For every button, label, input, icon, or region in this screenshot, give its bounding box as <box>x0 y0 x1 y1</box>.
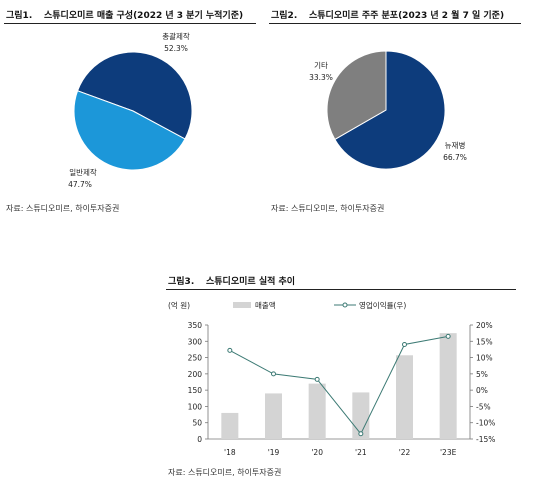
fig1-title-text: 스튜디오미르 매출 구성(2022 년 3 분기 누적기준) <box>44 11 244 21</box>
fig3-x-tick-label: '22 <box>399 448 411 457</box>
fig3-left-tick-label: 100 <box>188 402 203 411</box>
fig2-source: 자료: 스튜디오미르, 하이투자증권 <box>271 204 385 213</box>
fig3-left-tick-label: 250 <box>188 354 203 363</box>
fig1-source: 자료: 스튜디오미르, 하이투자증권 <box>6 204 120 213</box>
fig3-x-tick-label: '21 <box>355 448 367 457</box>
fig3-legend-line-marker <box>342 302 348 308</box>
fig3-x-tick-label: '20 <box>311 448 323 457</box>
fig3-margin-point-22 <box>402 342 407 348</box>
fig3-title-text: 스튜디오미르 실적 추이 <box>206 277 296 287</box>
fig3-right-tick-label: -10% <box>476 419 495 428</box>
fig3-margin-line <box>229 335 449 435</box>
fig1-slice0-label: 총괄제작 <box>162 31 190 41</box>
fig3-margin-point-20 <box>314 376 320 382</box>
fig2-slice-major-shareholder <box>334 50 446 170</box>
fig3-legend-bar-swatch <box>233 302 251 308</box>
fig3-title-rule <box>166 289 516 290</box>
fig3-bar-22 <box>396 355 413 439</box>
fig2-slice1-value: 33.3% <box>309 73 333 82</box>
fig3-right-tick-label: 10% <box>476 354 493 363</box>
fig3-legend-bar-label: 매출액 <box>255 300 276 310</box>
fig2-slice0-label: 뉴재병 <box>445 141 466 150</box>
fig3-left-tick-label: 150 <box>188 386 203 395</box>
fig2-slice-others <box>326 50 387 141</box>
fig3-y-axis-label: (억 원) <box>168 301 190 310</box>
fig1-pie-chart: 총괄제작 52.3% 일반제작 47.7% <box>68 31 193 189</box>
fig3-x-tick-label: '19 <box>268 448 280 457</box>
fig2-slice1-label: 기타 <box>314 61 328 70</box>
fig2-number: 그림2. <box>271 11 298 21</box>
fig2-title-text: 스튜디오미르 주주 분포(2023 년 2 월 7 일 기준) <box>309 11 505 21</box>
fig3-left-tick-label: 0 <box>197 435 202 444</box>
fig3-x-tick-label: '18 <box>224 448 236 457</box>
fig1-slice-general-production <box>73 90 186 171</box>
fig3-bar-23E <box>439 333 457 439</box>
fig2-slice0-value: 66.7% <box>443 153 467 162</box>
fig3-number: 그림3. <box>168 277 195 287</box>
fig1-slice0-value: 52.3% <box>164 44 188 53</box>
fig3-title: 그림3. 스튜디오미르 실적 추이 <box>168 274 295 287</box>
fig1-title-rule <box>4 23 256 24</box>
fig3-margin-point-21 <box>358 431 364 437</box>
fig3-left-tick-label: 50 <box>192 419 202 428</box>
fig3-left-tick-label: 350 <box>188 321 203 330</box>
fig3-right-tick-label: 0% <box>476 386 488 395</box>
fig1-slice1-label: 일반제작 <box>69 167 97 177</box>
fig1-slice1-value: 47.7% <box>68 180 92 189</box>
fig3-plot-area: 350 300 250 200 150 100 50 0 20% 15% 10% 5% 0% -5% -10… <box>188 321 496 457</box>
fig1-title: 그림1. 스튜디오미르 매출 구성(2022 년 3 분기 누적기준) <box>6 8 243 21</box>
fig2-title: 그림2. 스튜디오미르 주주 분포(2023 년 2 월 7 일 기준) <box>271 8 504 21</box>
fig2-title-rule <box>269 23 521 24</box>
fig3-source: 자료: 스튜디오미르, 하이투자증권 <box>168 468 282 477</box>
fig3-x-tick-label: '23E <box>440 448 457 457</box>
fig3-bar-20 <box>308 383 326 439</box>
fig3-legend-line-label: 영업이익률(우) <box>359 300 406 310</box>
fig1-number: 그림1. <box>6 11 33 21</box>
fig3-left-tick-label: 300 <box>188 337 203 346</box>
fig3-margin-point-18 <box>227 347 233 353</box>
fig3-left-tick-label: 200 <box>188 370 203 379</box>
fig2-pie-chart: 기타 33.3% 뉴재병 66.7% <box>309 50 467 170</box>
fig3-margin-point-23E <box>445 333 451 339</box>
fig3-margin-point-19 <box>271 371 276 377</box>
fig3-right-tick-label: 20% <box>476 321 493 330</box>
fig3-combo-chart: (억 원) 매출액 영업이익률(우) 350 300 250 200 150 100 50 0… <box>168 300 496 457</box>
fig3-bar-19 <box>265 393 282 439</box>
fig3-right-tick-label: -15% <box>476 435 495 444</box>
fig1-slice-total-production <box>76 51 193 140</box>
fig3-right-tick-label: 5% <box>476 370 488 379</box>
fig3-bar-18 <box>221 412 239 439</box>
fig3-right-tick-label: 15% <box>476 337 493 346</box>
fig3-right-tick-label: -5% <box>476 402 491 411</box>
fig3-bar-21 <box>352 392 370 439</box>
